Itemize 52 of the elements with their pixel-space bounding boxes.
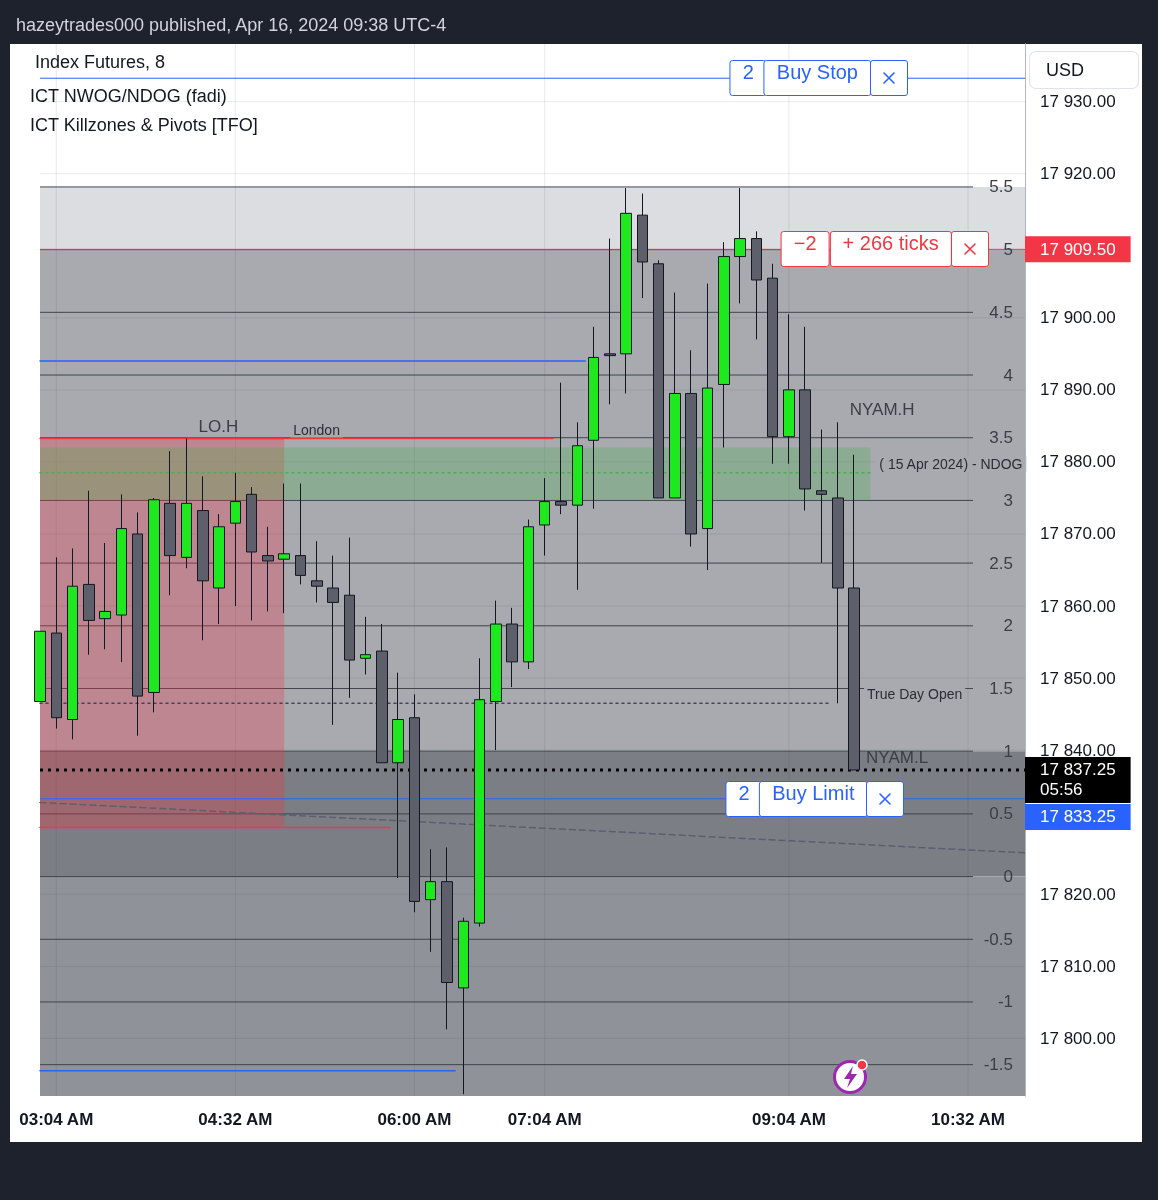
y-tick-label: 17 860.00 — [1040, 596, 1116, 616]
y-tick-label: 17 840.00 — [1040, 740, 1116, 760]
y-tick-label: 17 870.00 — [1040, 524, 1116, 544]
y-tick-label: 17 920.00 — [1040, 164, 1116, 184]
x-tick-label: 04:32 AM — [198, 1110, 273, 1129]
ref-line-label: 17 909.50 — [1040, 239, 1116, 259]
y2-tick-label: 5.5 — [989, 177, 1013, 197]
x-tick-label: 06:00 AM — [377, 1110, 452, 1129]
y2-tick-label: 2 — [1003, 616, 1013, 636]
x-tick-label: 09:04 AM — [751, 1110, 826, 1129]
x-tick-label: 07:04 AM — [507, 1110, 582, 1129]
y-axis-title: USD — [1046, 60, 1085, 80]
ref-line-label: 17 833.25 — [1040, 807, 1116, 827]
y2-tick-label: 1.5 — [989, 678, 1013, 698]
y-tick-label: 17 880.00 — [1040, 452, 1116, 472]
text: hazeytrades000 published, Apr 16, 2024 09:38 UTC-4 — [16, 15, 447, 35]
text: Index Futures, 8 — [35, 52, 166, 72]
y2-tick-label: -1 — [997, 992, 1013, 1012]
annotation: 2 — [725, 780, 763, 817]
y2-tick-label: 1 — [1003, 741, 1013, 761]
annotation: −2 — [780, 231, 830, 268]
annotation: ICT NWOG/NDOG (fadi) — [30, 86, 227, 106]
annotation: Buy Limit — [759, 780, 868, 817]
series-label: ( 15 Apr 2024) - NDOG — [879, 455, 1023, 472]
y2-tick-label: -1.5 — [983, 1055, 1013, 1075]
y-tick-label: 17 930.00 — [1040, 92, 1116, 112]
annotation: 2 — [729, 60, 767, 97]
y-tick-label: 17 800.00 — [1040, 1028, 1116, 1048]
y2-tick-label: 2.5 — [989, 553, 1013, 573]
annotation: + 266 ticks — [829, 231, 952, 268]
text: True Day Open — [867, 686, 963, 703]
annotation: ICT Killzones & Pivots [TFO] — [30, 115, 258, 135]
annotation: Buy Stop — [763, 60, 871, 97]
y-tick-label: 17 810.00 — [1040, 956, 1116, 976]
annotation: NYAM.L — [866, 747, 929, 767]
y-tick-label: 17 820.00 — [1040, 884, 1116, 904]
annotation: LO.H — [198, 416, 239, 436]
series-label: London — [293, 421, 340, 438]
y-tick-label: 17 850.00 — [1040, 668, 1116, 688]
y2-tick-label: 4.5 — [989, 302, 1013, 322]
x-tick-label: 10:32 AM — [931, 1110, 1006, 1129]
y2-tick-label: 3.5 — [989, 428, 1013, 448]
y2-tick-label: -0.5 — [983, 929, 1013, 949]
y2-tick-label: 0.5 — [989, 804, 1013, 824]
x-tick-label: 03:04 AM — [19, 1110, 94, 1129]
y2-tick-label: 4 — [1003, 365, 1013, 385]
y2-tick-label: 3 — [1003, 490, 1013, 510]
y2-tick-label: 0 — [1003, 867, 1013, 887]
ref-line-label: 17 837.25 05:56 — [1040, 760, 1116, 800]
y-tick-label: 17 900.00 — [1040, 308, 1116, 328]
annotation: NYAM.H — [849, 400, 915, 420]
y-tick-label: 17 890.00 — [1040, 380, 1116, 400]
